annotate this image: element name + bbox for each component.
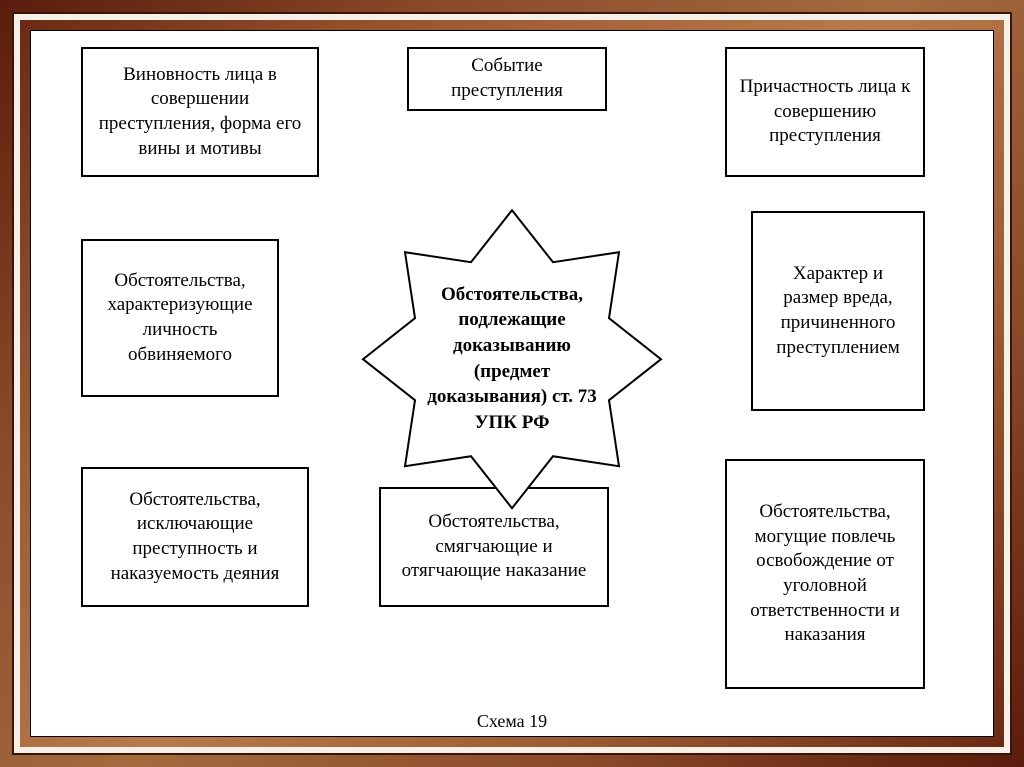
center-concept-text: Обстоятельства, подлежащие доказыванию (… — [357, 204, 667, 514]
center-star-shape: Обстоятельства, подлежащие доказыванию (… — [357, 204, 667, 514]
box-top-center: Событие преступления — [407, 47, 607, 111]
box-top-right: Причастность лица к совершению преступле… — [725, 47, 925, 177]
box-mid-left: Обстоятельст­ва, характеризую­щие личнос… — [81, 239, 279, 397]
decorative-frame-inner: Виновность лица в совершении преступлени… — [20, 20, 1004, 747]
decorative-frame-mid: Виновность лица в совершении преступлени… — [12, 12, 1012, 755]
box-mid-right: Характер и размер вреда, причинен­ного п… — [751, 211, 925, 411]
box-bot-right: Обстоятельст­ва, могущие повлечь освобож… — [725, 459, 925, 689]
box-bot-left: Обстоятельства, исключающие преступность… — [81, 467, 309, 607]
diagram-canvas: Виновность лица в совершении преступлени… — [30, 30, 994, 737]
diagram-caption: Схема 19 — [477, 711, 547, 732]
decorative-frame-outer: Виновность лица в совершении преступлени… — [0, 0, 1024, 767]
box-top-left: Виновность лица в совершении преступлени… — [81, 47, 319, 177]
